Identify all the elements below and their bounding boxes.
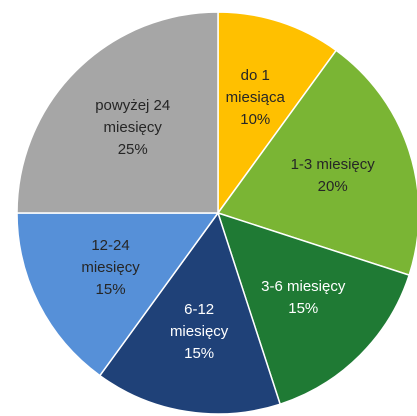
slice-label: 1-3 miesięcy 20% [287,154,379,198]
slice-label: 12-24 miesięcy 15% [65,235,157,301]
pie-slice [216,211,411,406]
slice-label: do 1 miesiąca 10% [209,65,301,131]
value-label: 15% [184,345,215,363]
value-label: 25% [117,140,148,158]
value-label: 15% [288,300,319,318]
category-label: 12-24 miesięcy [81,236,140,276]
pie-slice [217,11,338,216]
slice-label: powyżej 24 miesięcy 25% [87,95,179,161]
category-label: powyżej 24 miesięcy [95,96,171,136]
category-label: 6-12 miesięcy [169,301,229,341]
category-label: 3-6 miesięcy [261,278,346,296]
value-label: 20% [317,177,348,195]
slice-label: 6-12 miesięcy 15% [153,299,245,365]
pie-slice [16,212,220,377]
category-label: do 1 miesiąca [225,67,285,107]
category-label: 1-3 miesięcy [290,155,375,173]
pie-slice [16,11,219,214]
slice-label: 3-6 miesięcy 15% [257,276,349,320]
value-label: 15% [95,280,126,298]
pie-slice [216,49,417,277]
pie-slice [98,211,282,415]
value-label: 10% [240,111,271,129]
